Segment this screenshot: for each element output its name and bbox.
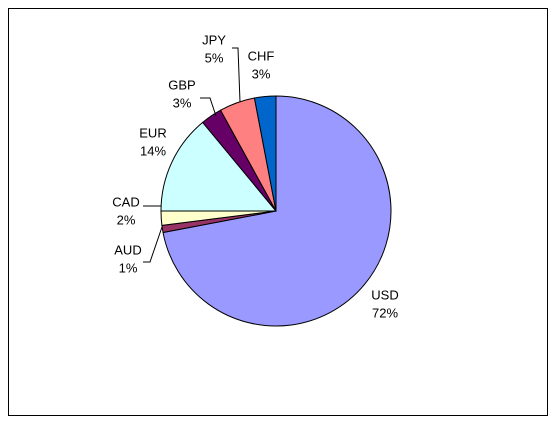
- slice-label: CAD: [112, 194, 139, 209]
- slice-label: AUD: [114, 242, 141, 257]
- slice-value-label: 3%: [252, 66, 271, 81]
- pie-slice: [253, 95, 277, 212]
- leader-line: [143, 226, 163, 263]
- slice-value-label: 72%: [372, 305, 398, 320]
- slice-label: EUR: [139, 125, 166, 140]
- leader-line: [200, 97, 217, 117]
- slice-value-label: 5%: [205, 50, 224, 65]
- slice-label: USD: [371, 287, 398, 302]
- pie-slice: [160, 121, 278, 212]
- slice-value-label: 1%: [119, 260, 138, 275]
- slice-label: JPY: [202, 32, 226, 47]
- slice-label: CHF: [248, 48, 275, 63]
- slice-value-label: 14%: [140, 143, 166, 158]
- slice-value-label: 2%: [117, 212, 136, 227]
- pie-slice: [162, 95, 392, 327]
- slice-value-label: 3%: [173, 95, 192, 110]
- leader-line: [232, 47, 241, 103]
- slice-label: GBP: [168, 77, 195, 92]
